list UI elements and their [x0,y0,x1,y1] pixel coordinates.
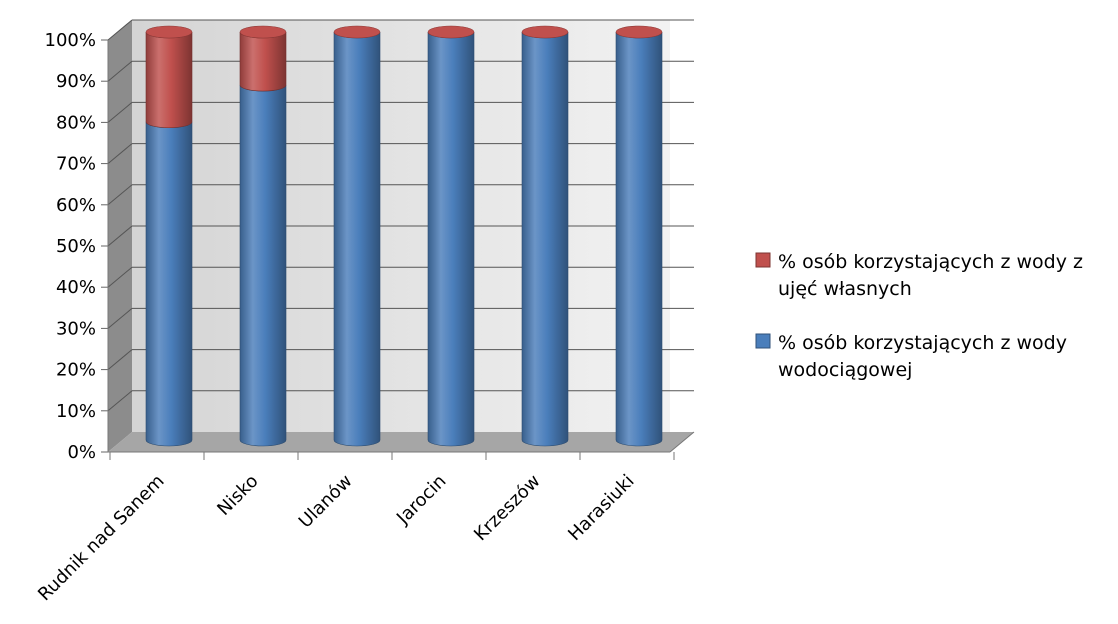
x-tick-label: Harasiuki [564,471,638,545]
bar-segment [333,31,381,447]
bar-segment [145,121,193,447]
y-tick-label: 60% [56,195,96,216]
x-axis-depth [669,431,695,453]
y-tick-label: 40% [56,277,96,298]
legend-label: ujęć własnych [778,278,912,300]
cylinder-top-cap [521,25,569,39]
legend-swatch [755,252,771,268]
x-tick-label: Jarocin [392,471,450,529]
gridline-side [107,19,133,41]
gridline-side [107,60,133,82]
cylinder-top-cap [615,25,663,39]
x-tick-label: Ulanów [295,471,357,533]
cylinder-top-cap [239,25,287,39]
cylinder-top-cap [145,25,193,39]
x-tick-label: Rudnik nad Sanem [34,471,168,605]
y-tick-label: 50% [56,236,96,257]
legend-label: wodociągowej [778,359,912,381]
y-tick-label: 30% [56,318,96,339]
bar-segment [145,31,193,129]
y-tick-label: 10% [56,401,96,422]
gridline-side [107,390,133,412]
gridline-side [107,184,133,206]
cylinder-top-cap [427,25,475,39]
y-tick-label: 100% [45,30,96,51]
bar-segment [239,84,287,447]
x-tick-label: Nisko [213,471,262,520]
gridline-side [107,143,133,164]
y-tick-label: 90% [56,71,96,92]
y-tick-label: 80% [56,112,96,133]
y-tick-label: 70% [56,154,96,175]
gridline-side [107,102,133,123]
y-tick-label: 0% [67,442,96,463]
y-tick-label: 20% [56,360,96,381]
legend-label: % osób korzystających z wody z [778,251,1083,273]
bar-segment [615,31,663,447]
cylinder-top-cap [333,25,381,39]
bar-segment [239,31,287,92]
bar-segment [521,31,569,447]
legend-label: % osób korzystających z wody [778,332,1067,354]
gridline-side [107,225,133,247]
x-tick-label: Krzeszów [470,471,544,545]
gridline-side [107,308,133,329]
gridline-side [107,349,133,370]
bar-segment [427,31,475,447]
legend-swatch [755,333,771,349]
floor [108,432,694,452]
gridline-side [107,266,133,288]
